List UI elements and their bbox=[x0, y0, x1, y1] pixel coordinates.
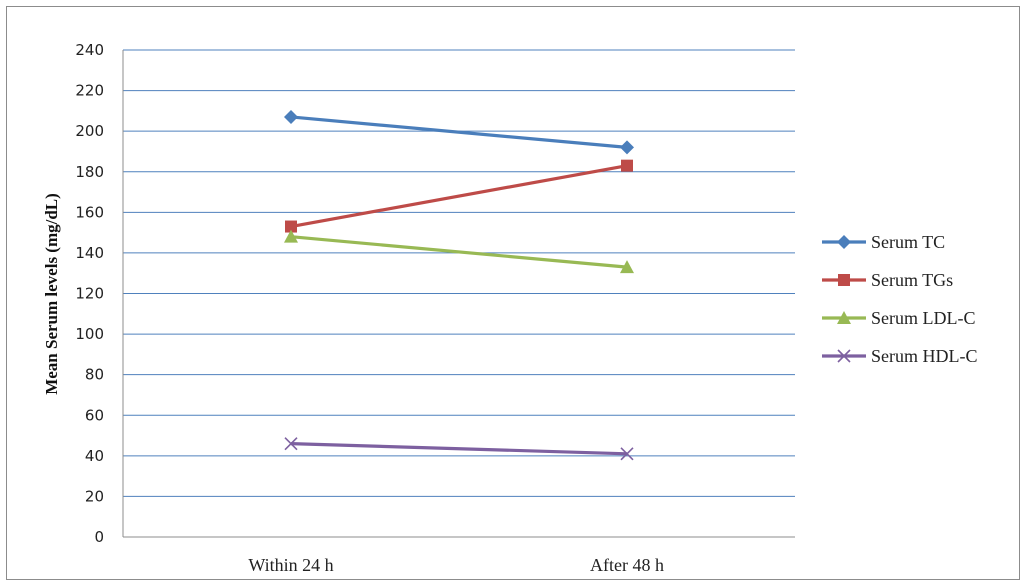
y-tick-label: 100 bbox=[75, 325, 104, 343]
y-tick-label: 160 bbox=[75, 203, 104, 221]
series-serum-hdl-c bbox=[284, 437, 634, 461]
data-point bbox=[620, 140, 634, 155]
legend-label: Serum TC bbox=[871, 232, 945, 252]
data-point bbox=[284, 109, 298, 124]
data-point bbox=[284, 437, 298, 451]
x-axis-ticks: Within 24 h After 48 h bbox=[248, 555, 664, 575]
y-tick-label: 0 bbox=[94, 528, 104, 546]
data-point bbox=[837, 235, 851, 249]
series-line bbox=[290, 235, 628, 269]
legend-label: Serum LDL-C bbox=[871, 308, 975, 328]
series-line bbox=[290, 442, 628, 456]
series-line bbox=[290, 115, 628, 149]
y-tick-label: 200 bbox=[75, 122, 104, 140]
y-axis-label: Mean Serum levels (mg/dL) bbox=[42, 193, 61, 395]
data-point bbox=[837, 349, 851, 363]
y-axis-ticks: 0 20 40 60 80 100 120 140 160 180 200 220 240 bbox=[75, 41, 104, 546]
x-tick-label: After 48 h bbox=[590, 555, 664, 575]
y-tick-label: 20 bbox=[85, 487, 104, 505]
legend-label: Serum HDL-C bbox=[871, 346, 978, 366]
y-tick-label: 60 bbox=[85, 406, 104, 424]
gridlines bbox=[122, 49, 795, 538]
legend-item: Serum HDL-C bbox=[822, 346, 978, 366]
legend-item: Serum TGs bbox=[822, 270, 953, 290]
y-tick-label: 180 bbox=[75, 163, 104, 181]
series-layer bbox=[284, 109, 634, 461]
series-serum-tc bbox=[284, 109, 634, 155]
series-line bbox=[290, 164, 628, 229]
y-tick-label: 140 bbox=[75, 244, 104, 262]
legend-item: Serum LDL-C bbox=[822, 308, 975, 328]
marker-stroke bbox=[284, 437, 298, 451]
legend: Serum TC Serum TGs Serum LDL-C Serum HDL-C bbox=[822, 232, 978, 366]
data-point bbox=[838, 274, 850, 286]
y-tick-label: 120 bbox=[75, 285, 104, 303]
data-point bbox=[620, 447, 634, 461]
series-serum-ldl-c bbox=[284, 229, 634, 274]
legend-item: Serum TC bbox=[822, 232, 945, 252]
data-point bbox=[837, 311, 851, 324]
marker-stroke bbox=[837, 349, 851, 363]
x-tick-label: Within 24 h bbox=[248, 555, 333, 575]
legend-label: Serum TGs bbox=[871, 270, 953, 290]
y-tick-label: 40 bbox=[85, 447, 104, 465]
data-point bbox=[284, 229, 298, 243]
y-tick-label: 80 bbox=[85, 366, 104, 384]
y-tick-label: 240 bbox=[75, 41, 104, 59]
marker-stroke bbox=[620, 447, 634, 461]
y-tick-label: 220 bbox=[75, 82, 104, 100]
data-point bbox=[285, 220, 297, 233]
data-point bbox=[621, 159, 633, 172]
data-point bbox=[620, 260, 634, 274]
series-serum-tgs bbox=[285, 159, 633, 233]
